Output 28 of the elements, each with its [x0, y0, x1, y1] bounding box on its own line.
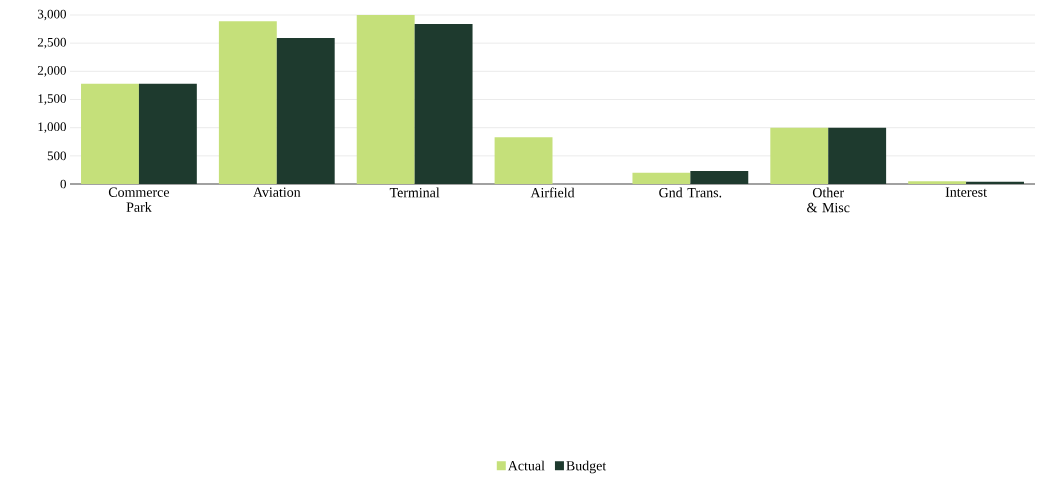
bar	[690, 171, 749, 184]
y-tick-label: 500	[47, 151, 66, 161]
bar	[494, 137, 553, 184]
bar	[138, 83, 197, 184]
y-tick-label: 1,000	[38, 122, 66, 133]
bar	[632, 172, 691, 184]
bar	[828, 127, 887, 184]
y-tick-label: 0	[60, 179, 66, 189]
y-tick-label: 2,500	[37, 37, 66, 49]
bar	[218, 21, 277, 184]
x-tick-label: Interest	[945, 187, 987, 197]
legend-label: Budget	[566, 460, 607, 474]
bar	[414, 24, 473, 184]
bar	[770, 127, 829, 184]
bar	[908, 181, 967, 184]
x-tick-label: Commerce Park	[108, 187, 170, 212]
legend-label: Actual	[507, 460, 545, 471]
x-tick-label: Aviation	[253, 187, 301, 197]
x-tick-label: Other & Misc	[807, 187, 850, 213]
bar	[356, 15, 415, 184]
bar	[276, 38, 335, 184]
y-tick-label: 1,500	[38, 94, 66, 105]
bar	[81, 83, 139, 184]
x-tick-label: Airfield	[530, 187, 575, 198]
y-tick-label: 2,000	[37, 66, 66, 77]
x-tick-label: Gnd Trans.	[659, 187, 722, 198]
x-tick-label: Terminal	[389, 187, 440, 198]
y-tick-label: 3,000	[37, 9, 66, 21]
